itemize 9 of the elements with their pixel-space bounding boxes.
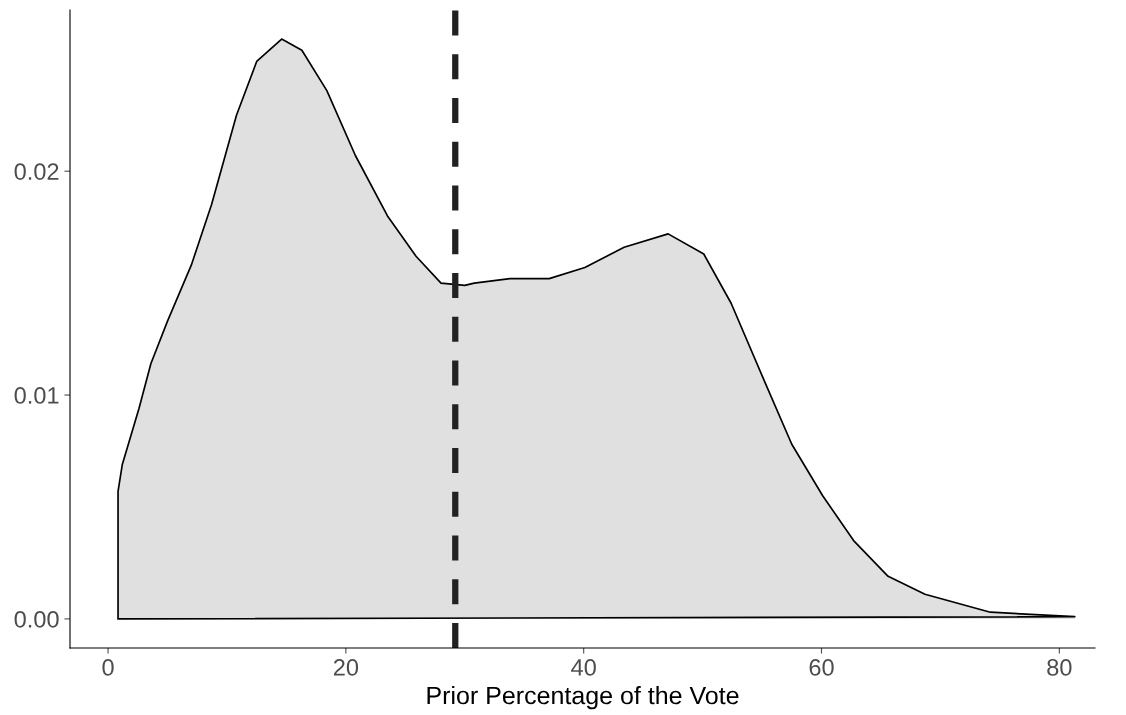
x-tick-label: 20 <box>333 659 359 676</box>
x-tick-label: 40 <box>571 659 596 676</box>
x-tick-label: 60 <box>809 659 834 676</box>
x-tick-label: 80 <box>1047 659 1072 676</box>
x-tick-label: 0 <box>102 659 114 676</box>
x-axis-title: Prior Percentage of the Vote <box>427 685 739 710</box>
y-tick-label: 0.01 <box>14 387 59 404</box>
y-tick-label: 0.02 <box>14 163 59 180</box>
y-tick-label: 0.00 <box>14 610 59 628</box>
